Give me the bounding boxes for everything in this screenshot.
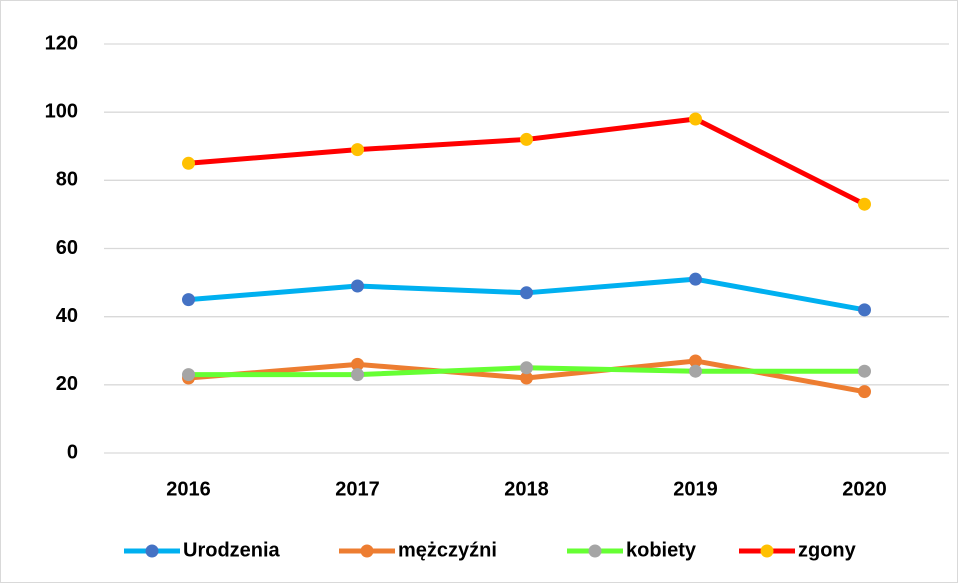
y-tick-label: 20 bbox=[56, 373, 78, 395]
y-tick-label: 40 bbox=[56, 305, 78, 327]
legend-label: kobiety bbox=[626, 539, 697, 561]
y-tick-label: 100 bbox=[45, 100, 78, 122]
data-point bbox=[520, 371, 533, 385]
data-point bbox=[520, 361, 533, 375]
data-point bbox=[689, 112, 702, 126]
data-point bbox=[182, 156, 195, 170]
data-point bbox=[351, 143, 364, 157]
x-tick-label: 2019 bbox=[673, 478, 718, 500]
data-point bbox=[689, 354, 702, 368]
data-point bbox=[351, 368, 364, 382]
x-tick-label: 2020 bbox=[842, 478, 887, 500]
legend-marker bbox=[145, 544, 159, 558]
data-point bbox=[351, 279, 364, 293]
data-point bbox=[858, 197, 871, 211]
legend-label: zgony bbox=[798, 539, 857, 561]
legend-marker bbox=[760, 544, 774, 558]
data-point bbox=[182, 368, 195, 382]
x-tick-label: 2017 bbox=[335, 478, 380, 500]
x-tick-label: 2016 bbox=[166, 478, 211, 500]
legend-label: Urodzenia bbox=[183, 539, 281, 561]
data-point bbox=[858, 364, 871, 378]
data-point bbox=[520, 286, 533, 300]
x-tick-label: 2018 bbox=[504, 478, 549, 500]
y-tick-label: 120 bbox=[45, 32, 78, 54]
legend-marker bbox=[360, 544, 374, 558]
data-point bbox=[182, 293, 195, 307]
y-tick-label: 60 bbox=[56, 237, 78, 259]
legend-label: mężczyźni bbox=[398, 539, 497, 561]
data-point bbox=[858, 303, 871, 317]
y-tick-label: 0 bbox=[67, 441, 78, 463]
legend-marker bbox=[588, 544, 602, 558]
data-point bbox=[689, 364, 702, 378]
data-point bbox=[858, 385, 871, 399]
data-point bbox=[351, 357, 364, 371]
data-point bbox=[520, 132, 533, 146]
y-tick-label: 80 bbox=[56, 169, 78, 191]
data-point bbox=[689, 272, 702, 286]
